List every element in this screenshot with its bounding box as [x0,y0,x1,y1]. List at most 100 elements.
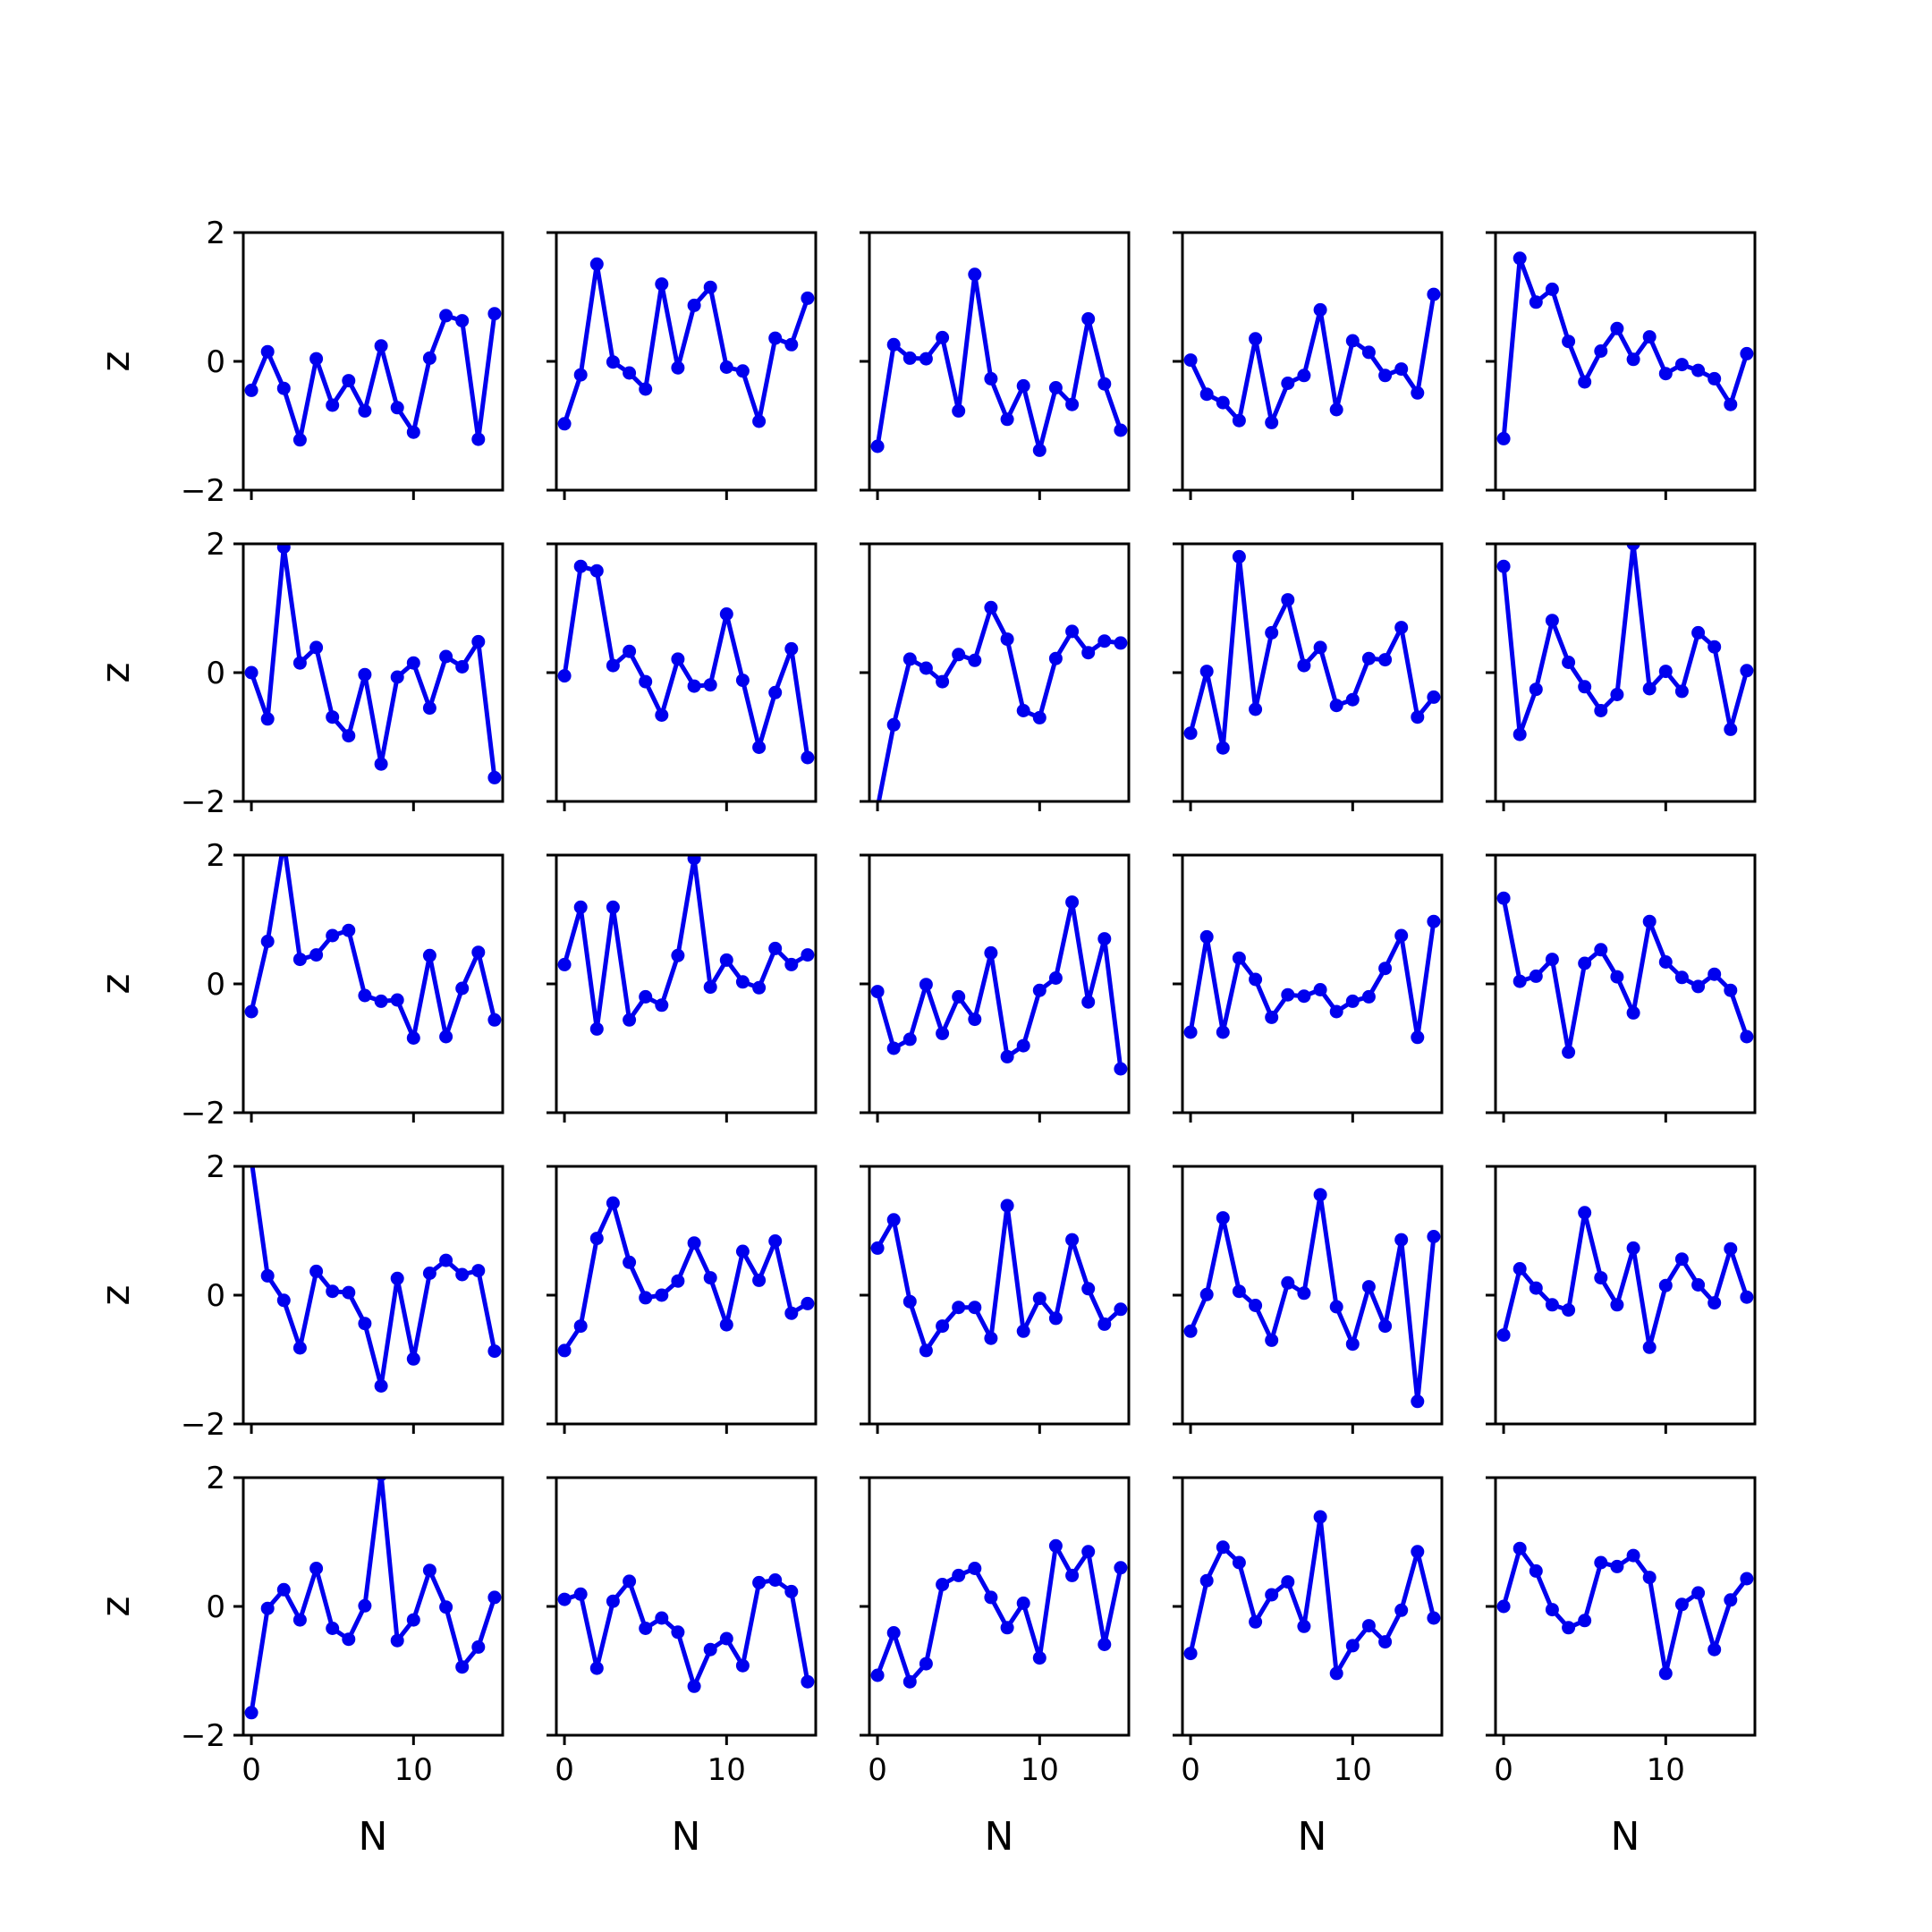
x-axis-label: N [985,1814,1014,1860]
subplot-r4-c1: −2 0 2 z [93,1149,504,1443]
data-point [1545,1298,1559,1312]
data-point [1216,395,1230,410]
data-point [244,665,258,680]
data-point [1707,1642,1722,1657]
data-point [1297,369,1311,383]
data-point [1427,1611,1441,1625]
data-point [623,1013,637,1027]
data-point [1610,688,1624,701]
y-axis-label: z [93,662,139,682]
subplot-r4-c4 [1173,1165,1444,1434]
data-point [735,1244,750,1258]
data-point [703,678,717,692]
data-point [1411,710,1425,724]
data-point [471,945,486,960]
data-point [870,985,885,999]
data-point [406,425,420,439]
data-point [703,280,717,294]
data-point [422,1267,436,1280]
data-point [439,1600,453,1614]
series-line [1188,920,1436,1040]
x-tick-label: 0 [1181,1752,1200,1788]
x-axis-label: N [1298,1814,1327,1860]
series-group [557,855,815,1036]
data-point [1626,1241,1640,1255]
data-point [406,1613,420,1627]
data-point [1513,1262,1527,1275]
data-point [1674,1597,1689,1612]
data-point [1394,1603,1409,1617]
series-line [1188,1192,1436,1404]
data-point [886,1041,901,1055]
data-point [1594,704,1608,717]
data-point [244,1706,258,1720]
data-point [1249,1299,1263,1312]
data-point [1740,1572,1754,1586]
data-point [870,1668,885,1682]
series-line [564,1578,810,1689]
data-point [1674,684,1689,699]
data-point [784,337,799,352]
data-point [687,298,701,312]
data-point [1691,979,1706,994]
data-point [1545,1603,1559,1617]
data-point [1048,1311,1063,1326]
data-point [655,1288,669,1302]
data-point [1081,995,1096,1009]
data-point [919,1343,933,1358]
data-point [1545,614,1559,628]
subplot-r3-c3 [860,853,1131,1123]
data-point [1216,1025,1230,1039]
axes-frame [868,1476,1131,1737]
data-point [1249,702,1263,716]
data-point [886,1626,901,1640]
series-group [250,1166,502,1393]
data-point [406,1352,420,1366]
data-point [952,648,966,662]
x-tick-label: 0 [555,1752,574,1788]
data-point [1183,1324,1198,1338]
data-point [1345,994,1360,1008]
data-point [342,923,356,937]
data-point [655,708,669,722]
data-point [870,1241,885,1255]
data-point [1513,974,1527,988]
data-point [309,948,324,962]
data-point [557,1592,572,1606]
series-group [557,1196,815,1358]
data-point [936,1319,950,1334]
data-point [655,1611,669,1625]
data-point [1000,412,1014,427]
data-point [639,674,653,689]
data-point [768,941,783,955]
data-point [1642,1340,1657,1354]
data-point [1097,932,1112,946]
data-point [1183,726,1198,741]
data-point [1265,1333,1279,1347]
data-point [422,948,436,962]
data-point [1281,987,1295,1002]
data-point [1578,680,1592,694]
subplot-r5-c3: 0 10N [860,1476,1131,1860]
data-point [1513,251,1527,266]
x-tick-label: 0 [868,1752,887,1788]
data-point [1199,665,1214,679]
data-point [1048,651,1063,665]
data-point [671,652,685,666]
data-point [1216,741,1230,755]
data-point [1232,951,1246,965]
y-tick-label: 2 [206,838,225,874]
series-line [250,1166,497,1388]
data-point [687,1679,701,1693]
data-point [589,1232,604,1246]
data-point [1297,1619,1311,1633]
data-point [277,835,291,849]
data-point [589,1021,604,1036]
data-point [1496,431,1511,445]
data-point [1313,983,1327,996]
data-point [984,1590,998,1605]
x-tick-label: 10 [1334,1752,1372,1788]
data-point [471,1264,486,1278]
data-point [1065,1568,1080,1582]
